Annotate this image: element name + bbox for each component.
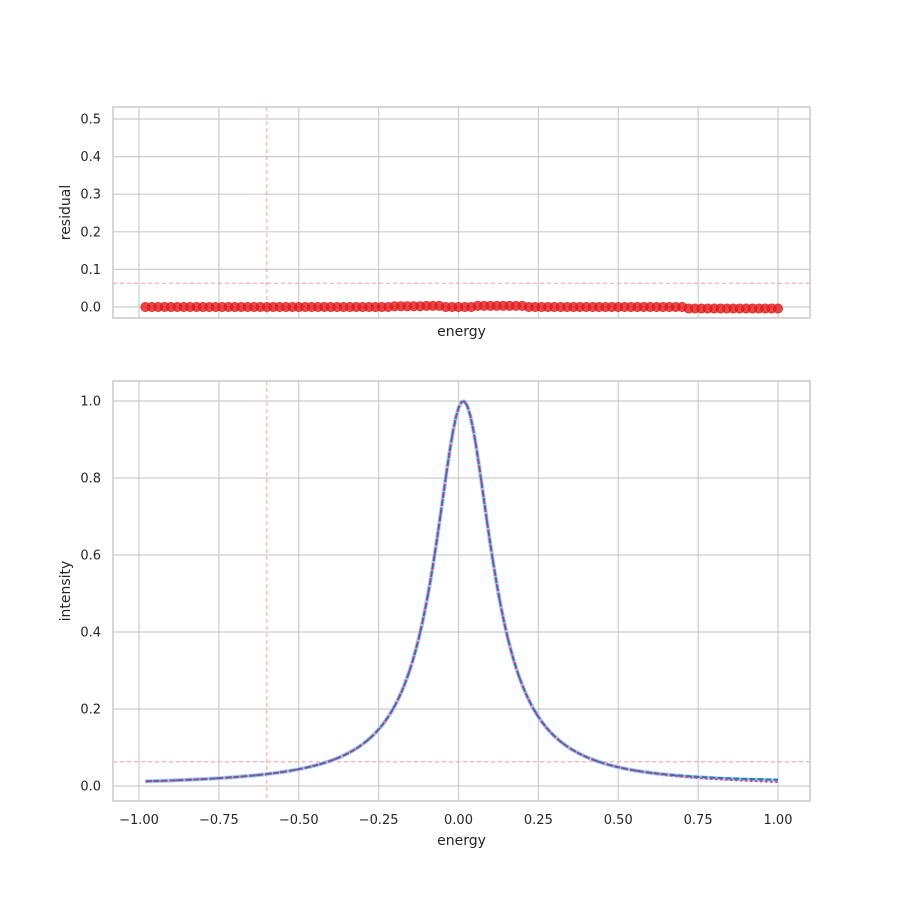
x-tick-label: −0.50 [279,813,319,828]
y-axis-label: residual [58,185,74,240]
residual-panel: 0.0 0.1 0.2 0.3 0.4 0.5 energy residual [58,106,811,340]
x-tick-label: 0.75 [684,813,713,828]
y-tick-label: 0.5 [80,113,101,128]
y-tick-label: 1.0 [80,395,101,410]
axes-frame [112,380,811,802]
intensity-panel: 0.0 0.2 0.4 0.6 0.8 1.0 −1.00 −0.75 −0.50 −0.25 0.… [58,380,811,849]
x-tick-label: −0.25 [359,813,399,828]
axes-frame [112,106,811,319]
y-tick-label: 0.8 [80,472,101,487]
y-tick-label: 0.2 [80,225,101,240]
x-tick-label: 0.00 [444,813,473,828]
y-axis-label: intensity [58,561,74,622]
y-tick-label: 0.0 [80,780,101,795]
x-axis-label: energy [437,833,486,849]
x-tick-label: 1.00 [764,813,793,828]
residual-point [773,303,784,314]
x-tick-label: 0.50 [604,813,633,828]
y-tick-label: 0.3 [80,188,101,203]
x-axis-label: energy [437,324,486,340]
y-tick-label: 0.4 [80,626,101,641]
y-tick-label: 0.6 [80,549,101,564]
y-tick-label: 0.1 [80,263,101,278]
residual-points [140,300,784,314]
y-tick-label: 0.2 [80,703,101,718]
x-tick-label: −1.00 [119,813,159,828]
model-line [145,400,779,784]
y-tick-label: 0.0 [80,301,101,316]
x-tick-label: 0.25 [524,813,553,828]
y-tick-label: 0.4 [80,150,101,165]
x-tick-label: −0.75 [199,813,239,828]
